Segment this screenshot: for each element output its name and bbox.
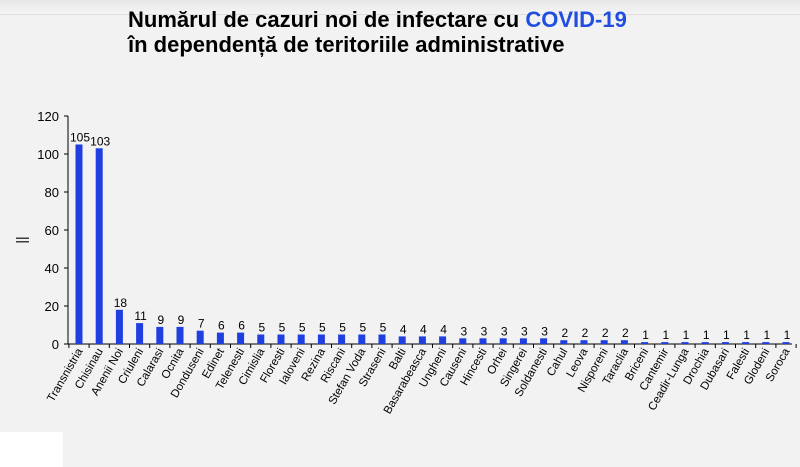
y-tick-label: 0 [52, 337, 59, 352]
data-label: 6 [218, 319, 225, 333]
chart-title: Numărul de cazuri noi de infectare cu CO… [128, 7, 768, 57]
bar [580, 340, 588, 344]
blank-area [0, 432, 63, 467]
bar [176, 326, 184, 344]
bar [378, 334, 386, 344]
chart-title-highlight: COVID-19 [525, 7, 627, 32]
y-tick-label: 40 [45, 261, 59, 276]
bar [317, 334, 325, 344]
window-top-band [0, 0, 800, 15]
bar [540, 338, 548, 344]
chart-title-line-2: în dependență de teritoriile administrat… [128, 32, 565, 57]
bar [277, 334, 285, 344]
bar [115, 309, 123, 344]
bar [95, 148, 103, 344]
bar [721, 342, 729, 344]
bar [762, 342, 770, 344]
y-tick-label: 20 [45, 299, 59, 314]
bar [136, 323, 144, 344]
bar [297, 334, 305, 344]
chart-title-line-1: Numărul de cazuri noi de infectare cu CO… [128, 7, 768, 32]
data-label: 3 [481, 324, 488, 338]
bar [216, 332, 224, 344]
bar [257, 334, 265, 344]
bar [196, 330, 204, 344]
bar [398, 336, 406, 344]
data-label: 5 [299, 321, 306, 335]
data-label: 2 [602, 326, 609, 340]
y-tick-label: 60 [45, 223, 59, 238]
data-label: 18 [114, 296, 128, 310]
data-label: 1 [662, 328, 669, 342]
data-label: 9 [157, 313, 164, 327]
data-label: 1 [642, 328, 649, 342]
data-label: 4 [440, 322, 447, 336]
bar [681, 342, 689, 344]
bar [560, 340, 568, 344]
data-label: 6 [238, 319, 245, 333]
y-tick-label: 120 [37, 109, 59, 124]
data-label: 1 [743, 328, 750, 342]
bar [237, 332, 245, 344]
y-tick-label: 100 [37, 147, 59, 162]
bar [782, 342, 790, 344]
data-label: 1 [763, 328, 770, 342]
bar [479, 338, 487, 344]
data-label: 2 [622, 326, 629, 340]
data-label: 3 [460, 324, 467, 338]
data-label: 3 [541, 324, 548, 338]
data-label: 5 [319, 321, 326, 335]
data-label: 2 [561, 326, 568, 340]
bar [338, 334, 346, 344]
bar [459, 338, 467, 344]
data-label: 5 [359, 321, 366, 335]
data-label: 5 [339, 321, 346, 335]
bar [358, 334, 366, 344]
data-label: 1 [784, 328, 791, 342]
data-label: 5 [258, 321, 265, 335]
data-label: 5 [279, 321, 286, 335]
bar [620, 340, 628, 344]
y-tick-label: 80 [45, 185, 59, 200]
data-label: 103 [90, 134, 110, 148]
data-label: 3 [521, 324, 528, 338]
bar [499, 338, 507, 344]
bar [641, 342, 649, 344]
data-label: 1 [703, 328, 710, 342]
bar [742, 342, 750, 344]
data-label: 1 [683, 328, 690, 342]
bar [701, 342, 709, 344]
bar [519, 338, 527, 344]
chart-title-prefix: Numărul de cazuri noi de infectare cu [128, 7, 526, 32]
bar [661, 342, 669, 344]
data-label: 5 [380, 321, 387, 335]
data-label: 1 [723, 328, 730, 342]
bar [600, 340, 608, 344]
data-label: 3 [501, 324, 508, 338]
data-label: 4 [400, 322, 407, 336]
bar [75, 144, 83, 344]
bar [156, 326, 164, 344]
data-label: 7 [198, 317, 205, 331]
data-label: 105 [70, 131, 90, 145]
data-label: 11 [134, 309, 147, 323]
data-label: 4 [420, 322, 427, 336]
bar [418, 336, 426, 344]
data-label: 9 [178, 313, 185, 327]
bar [439, 336, 447, 344]
data-label: 2 [582, 326, 589, 340]
